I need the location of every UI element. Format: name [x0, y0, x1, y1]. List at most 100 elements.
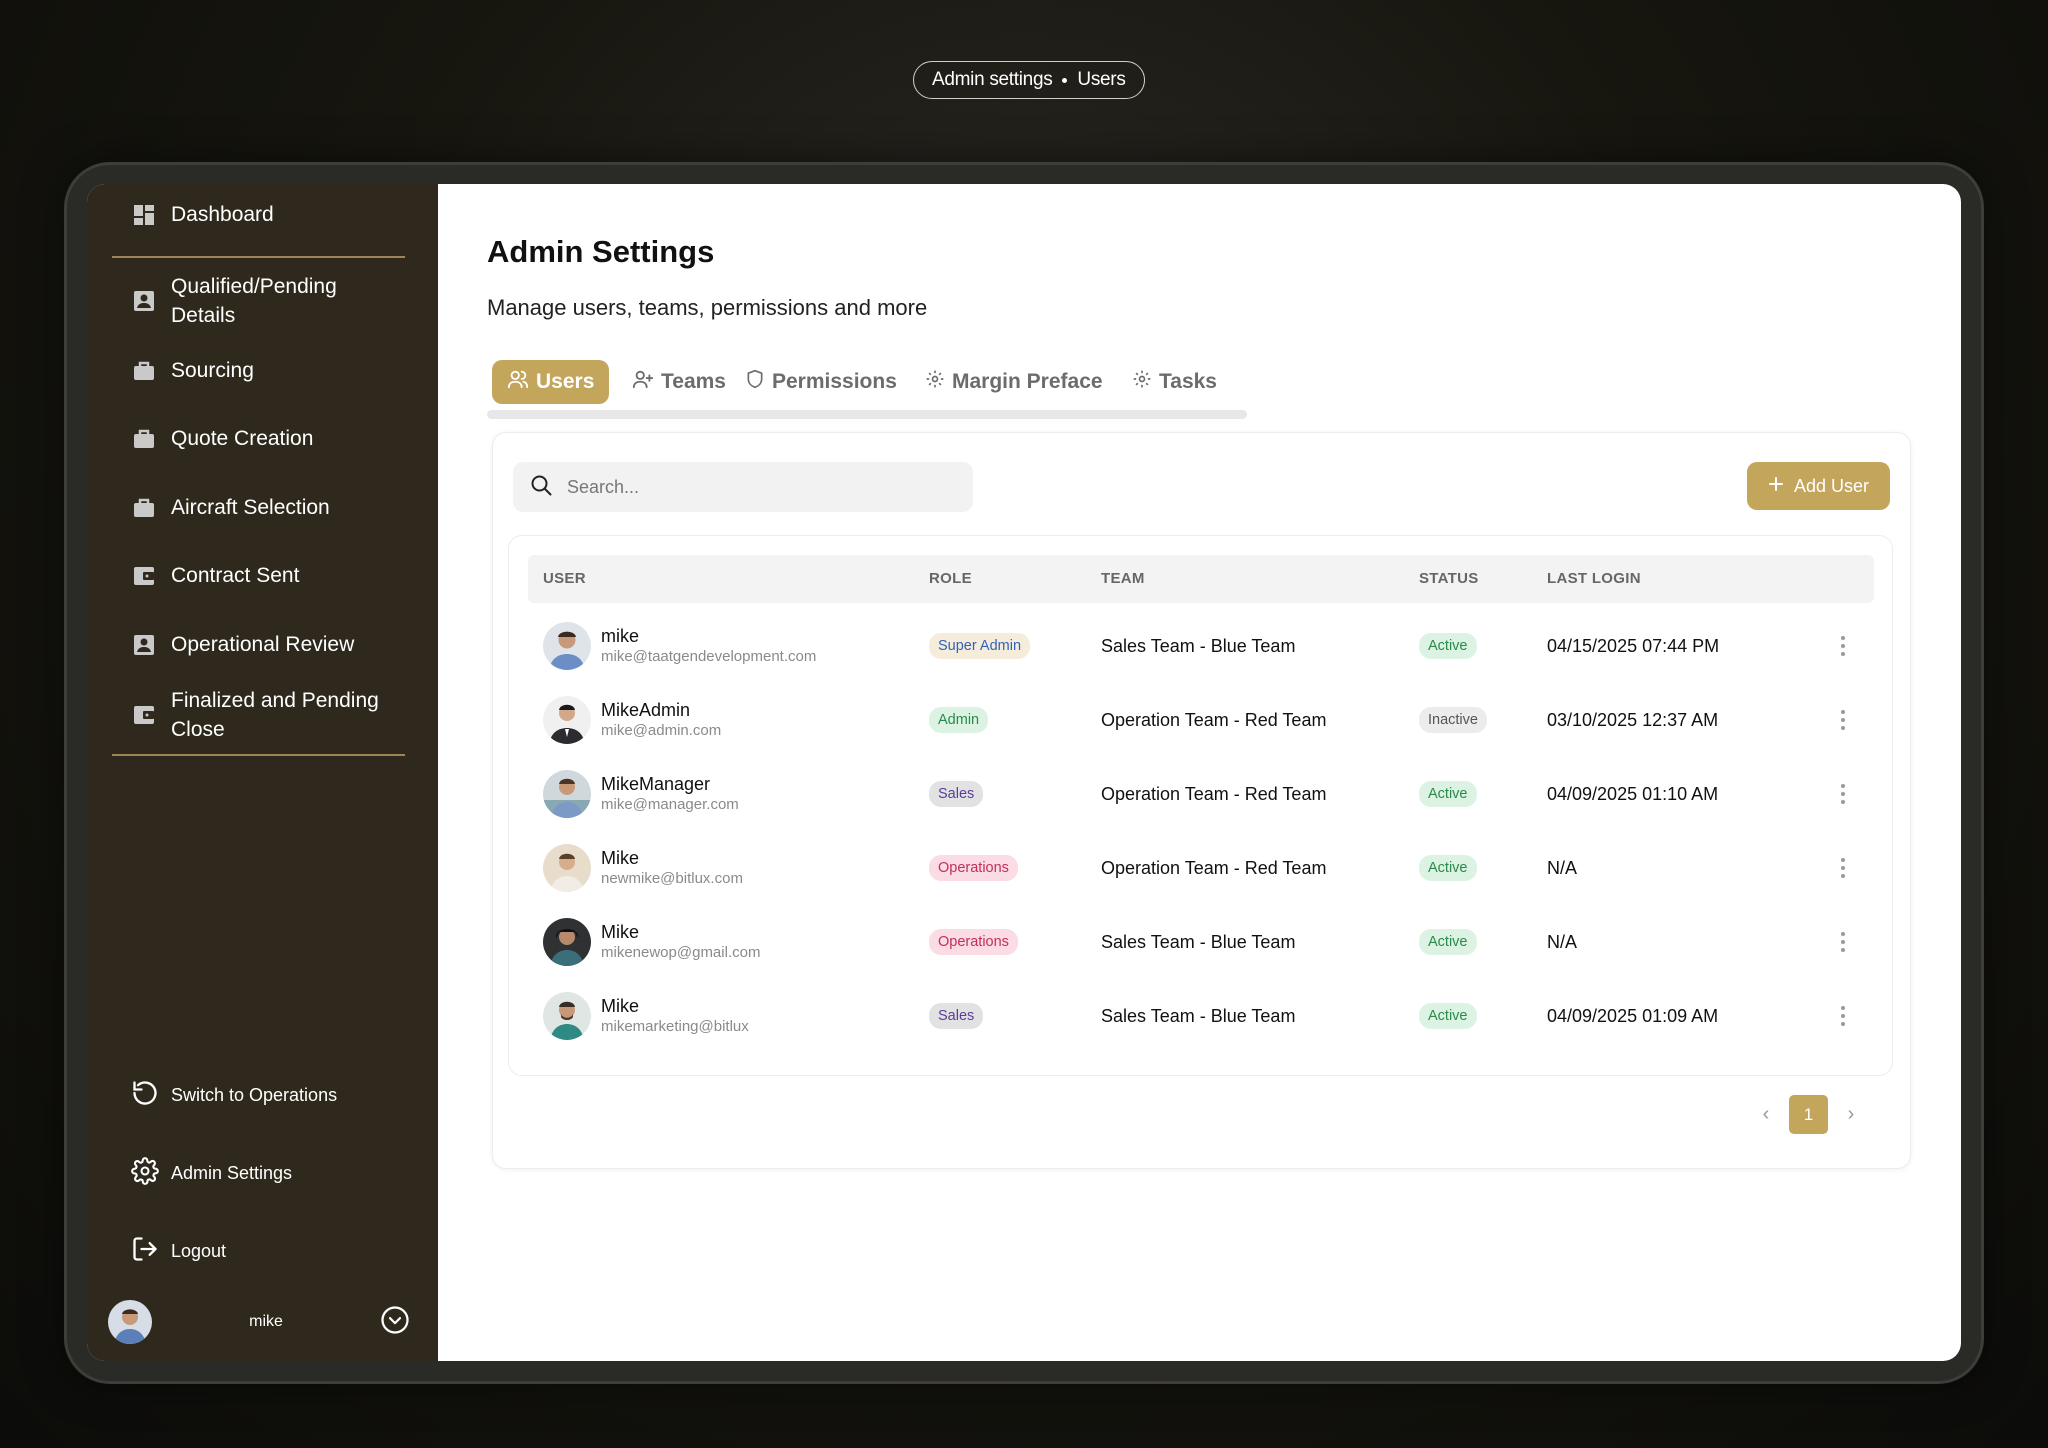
user-cell: MikeManager mike@manager.com: [543, 757, 739, 831]
sidebar-item-label: Sourcing: [171, 359, 254, 382]
sidebar-item-quote-creation[interactable]: Quote Creation: [131, 424, 313, 453]
more-options-icon[interactable]: [1841, 831, 1845, 905]
status-badge: Active: [1419, 929, 1477, 955]
avatar: [543, 696, 591, 744]
sidebar-item-aircraft-selection[interactable]: Aircraft Selection: [131, 493, 330, 522]
pagination: ‹ 1 ›: [1743, 1095, 1874, 1134]
role-badge: Sales: [929, 781, 984, 807]
tab-margin-preface[interactable]: Margin Preface: [910, 360, 1118, 404]
column-header-role: ROLE: [929, 570, 972, 587]
tab-permissions[interactable]: Permissions: [730, 360, 912, 404]
table-row[interactable]: mike mike@taatgendevelopment.com Super Ad…: [528, 609, 1874, 683]
table-row[interactable]: MikeManager mike@manager.com Sales Operat…: [528, 757, 1874, 831]
avatar: [543, 622, 591, 670]
dashboard-icon: [131, 202, 157, 228]
more-options-icon[interactable]: [1841, 757, 1845, 831]
chevron-left-icon[interactable]: ‹: [1762, 1103, 1770, 1125]
search-input[interactable]: [565, 475, 949, 499]
sidebar-item-contract-sent[interactable]: Contract Sent: [131, 561, 299, 590]
sidebar-item-sourcing[interactable]: Sourcing: [131, 356, 254, 385]
more-options-icon[interactable]: [1841, 683, 1845, 757]
sidebar-item-label: Contract Sent: [171, 564, 300, 587]
tab-tasks[interactable]: Tasks: [1117, 360, 1232, 404]
sidebar-item-label: Dashboard: [171, 203, 274, 226]
app-window: Dashboard Qualified/Pending Details Sour…: [87, 184, 1961, 1361]
role-badge: Operations: [929, 929, 1018, 955]
admin-settings-button[interactable]: Admin Settings: [131, 1157, 292, 1190]
user-name: MikeAdmin: [601, 699, 691, 720]
user-email: mikemarketing@bitlux: [601, 1017, 749, 1035]
tab-label: Users: [536, 370, 595, 393]
search-icon: [529, 473, 553, 502]
more-options-icon[interactable]: [1841, 905, 1845, 979]
avatar: [543, 992, 591, 1040]
user-email: mike@admin.com: [601, 721, 722, 739]
sidebar-item-dashboard[interactable]: Dashboard: [131, 200, 274, 229]
role-badge: Operations: [929, 855, 1018, 881]
role-badge: Admin: [929, 707, 989, 733]
column-header-user: USER: [543, 570, 586, 587]
contact-card-icon: [131, 632, 157, 658]
column-header-status: STATUS: [1419, 570, 1479, 587]
users-table: USER ROLE TEAM STATUS LAST LOGIN mike mik…: [508, 535, 1893, 1076]
table-row[interactable]: Mike newmike@bitlux.com Operations Operat…: [528, 831, 1874, 905]
user-name: Mike: [601, 995, 640, 1016]
sidebar-item-label: Operational Review: [171, 633, 355, 656]
breadcrumb-section[interactable]: Admin settings: [932, 69, 1053, 90]
more-options-icon[interactable]: [1841, 979, 1845, 1053]
current-user: mike: [108, 1299, 418, 1345]
briefcase-icon: [131, 426, 157, 452]
table-row[interactable]: Mike mikemarketing@bitlux Sales Sales Tea…: [528, 979, 1874, 1053]
sidebar-item-finalized-pending-close[interactable]: Finalized and Pending Close: [131, 686, 379, 744]
sidebar-item-qualified-pending[interactable]: Qualified/Pending Details: [131, 272, 337, 330]
avatar: [543, 918, 591, 966]
logout-button[interactable]: Logout: [131, 1235, 226, 1268]
sidebar-item-label: Finalized and Pending Close: [171, 689, 379, 741]
plus-icon: [1768, 476, 1784, 497]
users-panel: Add User USER ROLE TEAM STATUS LAST LOGI…: [492, 432, 1911, 1169]
last-login-cell: N/A: [1547, 857, 1578, 878]
status-badge: Active: [1419, 855, 1477, 881]
page-subtitle: Manage users, teams, permissions and mor…: [487, 295, 928, 320]
table-header: USER ROLE TEAM STATUS LAST LOGIN: [528, 555, 1874, 603]
users-icon: [507, 368, 529, 396]
add-user-label: Add User: [1793, 475, 1870, 496]
chevron-right-icon[interactable]: ›: [1847, 1103, 1855, 1125]
briefcase-icon: [131, 495, 157, 521]
tab-teams[interactable]: Teams: [617, 360, 741, 404]
gear-icon: [1132, 369, 1152, 395]
team-cell: Sales Team - Blue Team: [1101, 635, 1296, 656]
gear-icon: [131, 1157, 159, 1190]
sidebar-item-operational-review[interactable]: Operational Review: [131, 630, 354, 659]
logout-label: Logout: [171, 1241, 227, 1261]
chevron-down-icon[interactable]: [380, 1305, 410, 1340]
page-number[interactable]: 1: [1789, 1095, 1828, 1134]
sidebar: Dashboard Qualified/Pending Details Sour…: [87, 184, 438, 1361]
logout-icon: [131, 1235, 159, 1268]
column-header-team: TEAM: [1101, 570, 1145, 587]
avatar[interactable]: [108, 1300, 152, 1344]
add-user-button[interactable]: Add User: [1747, 462, 1890, 510]
page-title: Admin Settings: [487, 234, 715, 269]
last-login-cell: 04/09/2025 01:10 AM: [1547, 783, 1719, 804]
user-email: mike@taatgendevelopment.com: [601, 647, 817, 665]
role-badge: Super Admin: [929, 633, 1031, 659]
sidebar-divider: [112, 754, 405, 756]
user-name: Mike: [601, 847, 640, 868]
team-cell: Sales Team - Blue Team: [1101, 931, 1296, 952]
table-row[interactable]: Mike mikenewop@gmail.com Operations Sales…: [528, 905, 1874, 979]
tab-label: Tasks: [1159, 370, 1217, 393]
user-cell: Mike mikemarketing@bitlux: [543, 979, 749, 1053]
tab-users[interactable]: Users: [492, 360, 610, 404]
status-badge: Active: [1419, 781, 1477, 807]
last-login-cell: 04/15/2025 07:44 PM: [1547, 635, 1720, 656]
briefcase-icon: [131, 358, 157, 384]
switch-to-operations-button[interactable]: Switch to Operations: [131, 1079, 337, 1112]
user-email: newmike@bitlux.com: [601, 869, 743, 887]
tab-track: [487, 410, 1247, 419]
sidebar-divider: [112, 256, 405, 258]
more-options-icon[interactable]: [1841, 609, 1845, 683]
wallet-icon: [131, 563, 157, 589]
table-row[interactable]: MikeAdmin mike@admin.com Admin Operation …: [528, 683, 1874, 757]
refresh-icon: [131, 1079, 159, 1112]
